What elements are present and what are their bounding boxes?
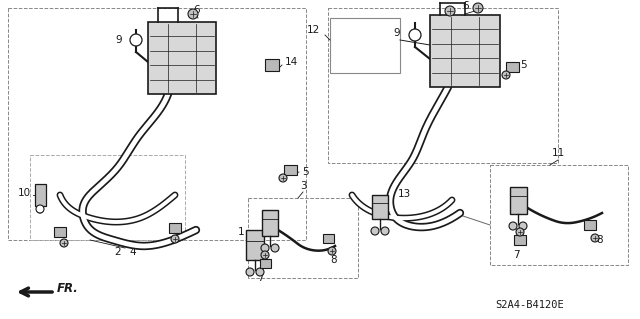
- Circle shape: [60, 239, 68, 247]
- Bar: [246, 230, 264, 260]
- Text: 2: 2: [115, 247, 122, 257]
- Text: 14: 14: [285, 57, 298, 67]
- Text: 6: 6: [193, 5, 200, 15]
- Circle shape: [271, 244, 279, 252]
- Circle shape: [509, 222, 517, 230]
- Text: 5: 5: [302, 167, 308, 177]
- Circle shape: [519, 222, 527, 230]
- Bar: [330, 18, 400, 73]
- Bar: [506, 62, 519, 72]
- Bar: [8, 8, 306, 240]
- Bar: [490, 165, 628, 265]
- Text: 13: 13: [398, 189, 412, 199]
- Bar: [35, 184, 46, 206]
- Circle shape: [371, 227, 379, 235]
- Text: 12: 12: [307, 25, 320, 35]
- Bar: [169, 223, 181, 233]
- Text: 7: 7: [257, 273, 263, 283]
- Circle shape: [188, 9, 198, 19]
- Circle shape: [279, 174, 287, 182]
- Bar: [323, 234, 334, 243]
- Text: 6: 6: [462, 1, 468, 11]
- Circle shape: [516, 228, 524, 236]
- Text: 7: 7: [513, 250, 519, 260]
- Circle shape: [261, 251, 269, 259]
- Bar: [265, 59, 279, 71]
- Text: 3: 3: [300, 181, 307, 191]
- Circle shape: [261, 244, 269, 252]
- Circle shape: [445, 6, 455, 16]
- Bar: [54, 227, 66, 237]
- Circle shape: [381, 227, 389, 235]
- Bar: [148, 22, 216, 94]
- Circle shape: [36, 205, 44, 213]
- Text: S2A4-B4120E: S2A4-B4120E: [495, 300, 564, 310]
- Circle shape: [473, 3, 483, 13]
- Bar: [284, 165, 297, 175]
- Text: 8: 8: [596, 235, 603, 245]
- Text: 8: 8: [330, 255, 337, 265]
- Circle shape: [130, 34, 142, 46]
- Text: 5: 5: [520, 60, 527, 70]
- Text: 10: 10: [18, 188, 31, 198]
- Bar: [328, 8, 558, 163]
- Circle shape: [256, 268, 264, 276]
- Circle shape: [502, 71, 510, 79]
- Circle shape: [171, 235, 179, 243]
- Bar: [262, 210, 278, 236]
- Bar: [260, 259, 271, 268]
- Text: FR.: FR.: [57, 281, 79, 294]
- Bar: [248, 198, 358, 278]
- Circle shape: [409, 29, 421, 41]
- Bar: [430, 15, 500, 87]
- Circle shape: [37, 207, 43, 213]
- Text: 11: 11: [552, 148, 564, 158]
- Text: 9: 9: [115, 35, 122, 45]
- Bar: [372, 195, 388, 219]
- Circle shape: [591, 234, 599, 242]
- Bar: [30, 155, 185, 240]
- Text: 4: 4: [130, 247, 136, 257]
- Bar: [510, 187, 527, 214]
- Text: 1: 1: [238, 227, 244, 237]
- Text: 9: 9: [394, 28, 400, 38]
- Bar: [584, 220, 596, 230]
- Circle shape: [328, 247, 336, 255]
- Bar: [514, 235, 526, 245]
- Circle shape: [246, 268, 254, 276]
